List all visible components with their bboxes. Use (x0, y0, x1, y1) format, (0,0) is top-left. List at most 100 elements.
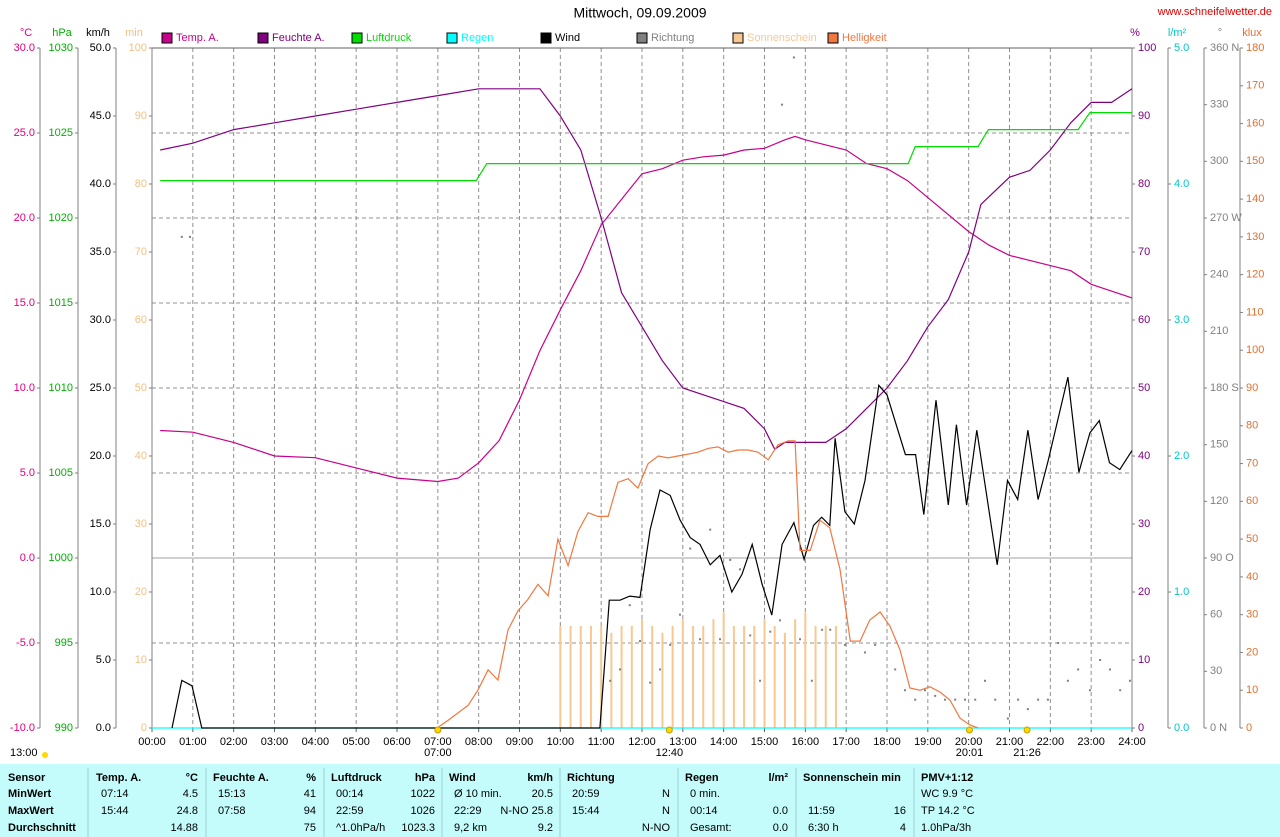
axis-unit: ° (1218, 27, 1222, 39)
sun-time: 12:40 (656, 747, 684, 759)
table-cell: 1022 (411, 788, 435, 800)
axis-tick-label: 330 (1210, 99, 1228, 111)
direction-dot (781, 103, 784, 106)
direction-dot (1066, 679, 1069, 682)
series-line (160, 112, 1132, 182)
table-cell: 75 (304, 822, 316, 834)
axis-tick-label: 90 (1246, 382, 1258, 394)
axis-tick-label: 60 (1210, 609, 1222, 621)
direction-dot (1119, 689, 1122, 692)
direction-dot (749, 634, 752, 637)
axis-tick-label: 0 (1246, 722, 1252, 734)
x-tick-label: 05:00 (342, 736, 370, 748)
table-cell: 15:44 (572, 805, 600, 817)
axis-tick-label: 100 (129, 42, 147, 54)
legend-label: Wind (555, 32, 580, 44)
axis-tick-label: 70 (1138, 246, 1150, 258)
axis-tick-label: 20.0 (14, 212, 35, 224)
sun-time: 21:26 (1013, 747, 1041, 759)
axis-tick-label: 990 (55, 722, 73, 734)
x-tick-label: 01:00 (179, 736, 207, 748)
axis-tick-label: 5.0 (20, 467, 35, 479)
direction-dot (810, 679, 813, 682)
direction-dot (649, 681, 652, 684)
axis-tick-label: 300 (1210, 155, 1228, 167)
table-cell: l/m² (768, 772, 788, 784)
legend-swatch (732, 32, 744, 44)
axis-tick-label: 45.0 (90, 110, 111, 122)
axis-tick-label: -10.0 (10, 722, 35, 734)
direction-dot (843, 643, 846, 646)
table-cell: MaxWert (8, 805, 54, 817)
axis-tick-label: 30 (1138, 518, 1150, 530)
direction-dot (759, 679, 762, 682)
sun-icon (42, 752, 48, 758)
sun-time: 20:01 (956, 747, 984, 759)
direction-dot (963, 698, 966, 701)
axis-tick-label: 1.0 (1174, 586, 1189, 598)
axis-tick-label: 100 (1246, 344, 1264, 356)
axis-tick-label: 160 (1246, 117, 1264, 129)
table-cell: 22:59 (336, 805, 364, 817)
axis-tick-label: 70 (135, 246, 147, 258)
axis-tick-label: 995 (55, 637, 73, 649)
axis-tick-label: -5.0 (16, 637, 35, 649)
table-cell: 07:58 (218, 805, 246, 817)
axis-tick-label: 3.0 (1174, 314, 1189, 326)
direction-dot (1077, 668, 1080, 671)
x-tick-label: 04:00 (302, 736, 330, 748)
axis-tick-label: 30 (1210, 665, 1222, 677)
direction-dot (799, 638, 802, 641)
direction-dot (729, 558, 732, 561)
table-cell: 15:13 (218, 788, 246, 800)
axis-tick-label: 170 (1246, 80, 1264, 92)
axis-tick-label: 30.0 (14, 42, 35, 54)
direction-dot (1088, 689, 1091, 692)
x-tick-label: 08:00 (465, 736, 493, 748)
table-cell: 0 min. (690, 788, 720, 800)
direction-dot (943, 698, 946, 701)
table-cell: 20:59 (572, 788, 600, 800)
direction-dot (1026, 708, 1029, 711)
axis-tick-label: 0 (1138, 722, 1144, 734)
axis-unit: min (125, 27, 143, 39)
table-cell: N-NO (642, 822, 671, 834)
legend-label: Sonnenschein (747, 32, 817, 44)
axis-tick-label: 0 (141, 722, 147, 734)
axis-tick-label: 1010 (49, 382, 73, 394)
legend-swatch (636, 32, 648, 44)
direction-dot (658, 668, 661, 671)
axis-tick-label: 10 (1138, 654, 1150, 666)
axis-tick-label: 25.0 (14, 127, 35, 139)
axis-tick-label: 0.0 (20, 552, 35, 564)
axis-tick-label: 10 (135, 654, 147, 666)
axis-tick-label: 10.0 (14, 382, 35, 394)
direction-dot (923, 689, 926, 692)
legend-label: Feuchte A. (272, 32, 325, 44)
axis-tick-label: 80 (1138, 178, 1150, 190)
axis-tick-label: 25.0 (90, 382, 111, 394)
axis-tick-label: 130 (1246, 231, 1264, 243)
direction-dot (829, 628, 832, 631)
source-link: www.schneifelwetter.de (1157, 6, 1272, 18)
x-tick-label: 11:00 (588, 736, 615, 748)
table-cell: Sensor (8, 772, 46, 784)
table-cell: °C (186, 772, 198, 784)
table-cell: Durchschnitt (8, 822, 76, 834)
axis-tick-label: 150 (1246, 155, 1264, 167)
direction-dot (792, 56, 795, 59)
table-cell: 11:59 (808, 805, 835, 817)
axis-unit: % (1130, 27, 1140, 39)
axis-tick-label: 180 S (1210, 382, 1239, 394)
legend-label: Richtung (651, 32, 694, 44)
table-cell: Feuchte A. (213, 772, 269, 784)
axis-tick-label: 0.0 (96, 722, 111, 734)
x-tick-label: 14:00 (710, 736, 738, 748)
axis-tick-label: 240 (1210, 269, 1228, 281)
direction-dot (984, 679, 986, 682)
axis-tick-label: 30 (135, 518, 147, 530)
axis-tick-label: 1020 (49, 212, 73, 224)
